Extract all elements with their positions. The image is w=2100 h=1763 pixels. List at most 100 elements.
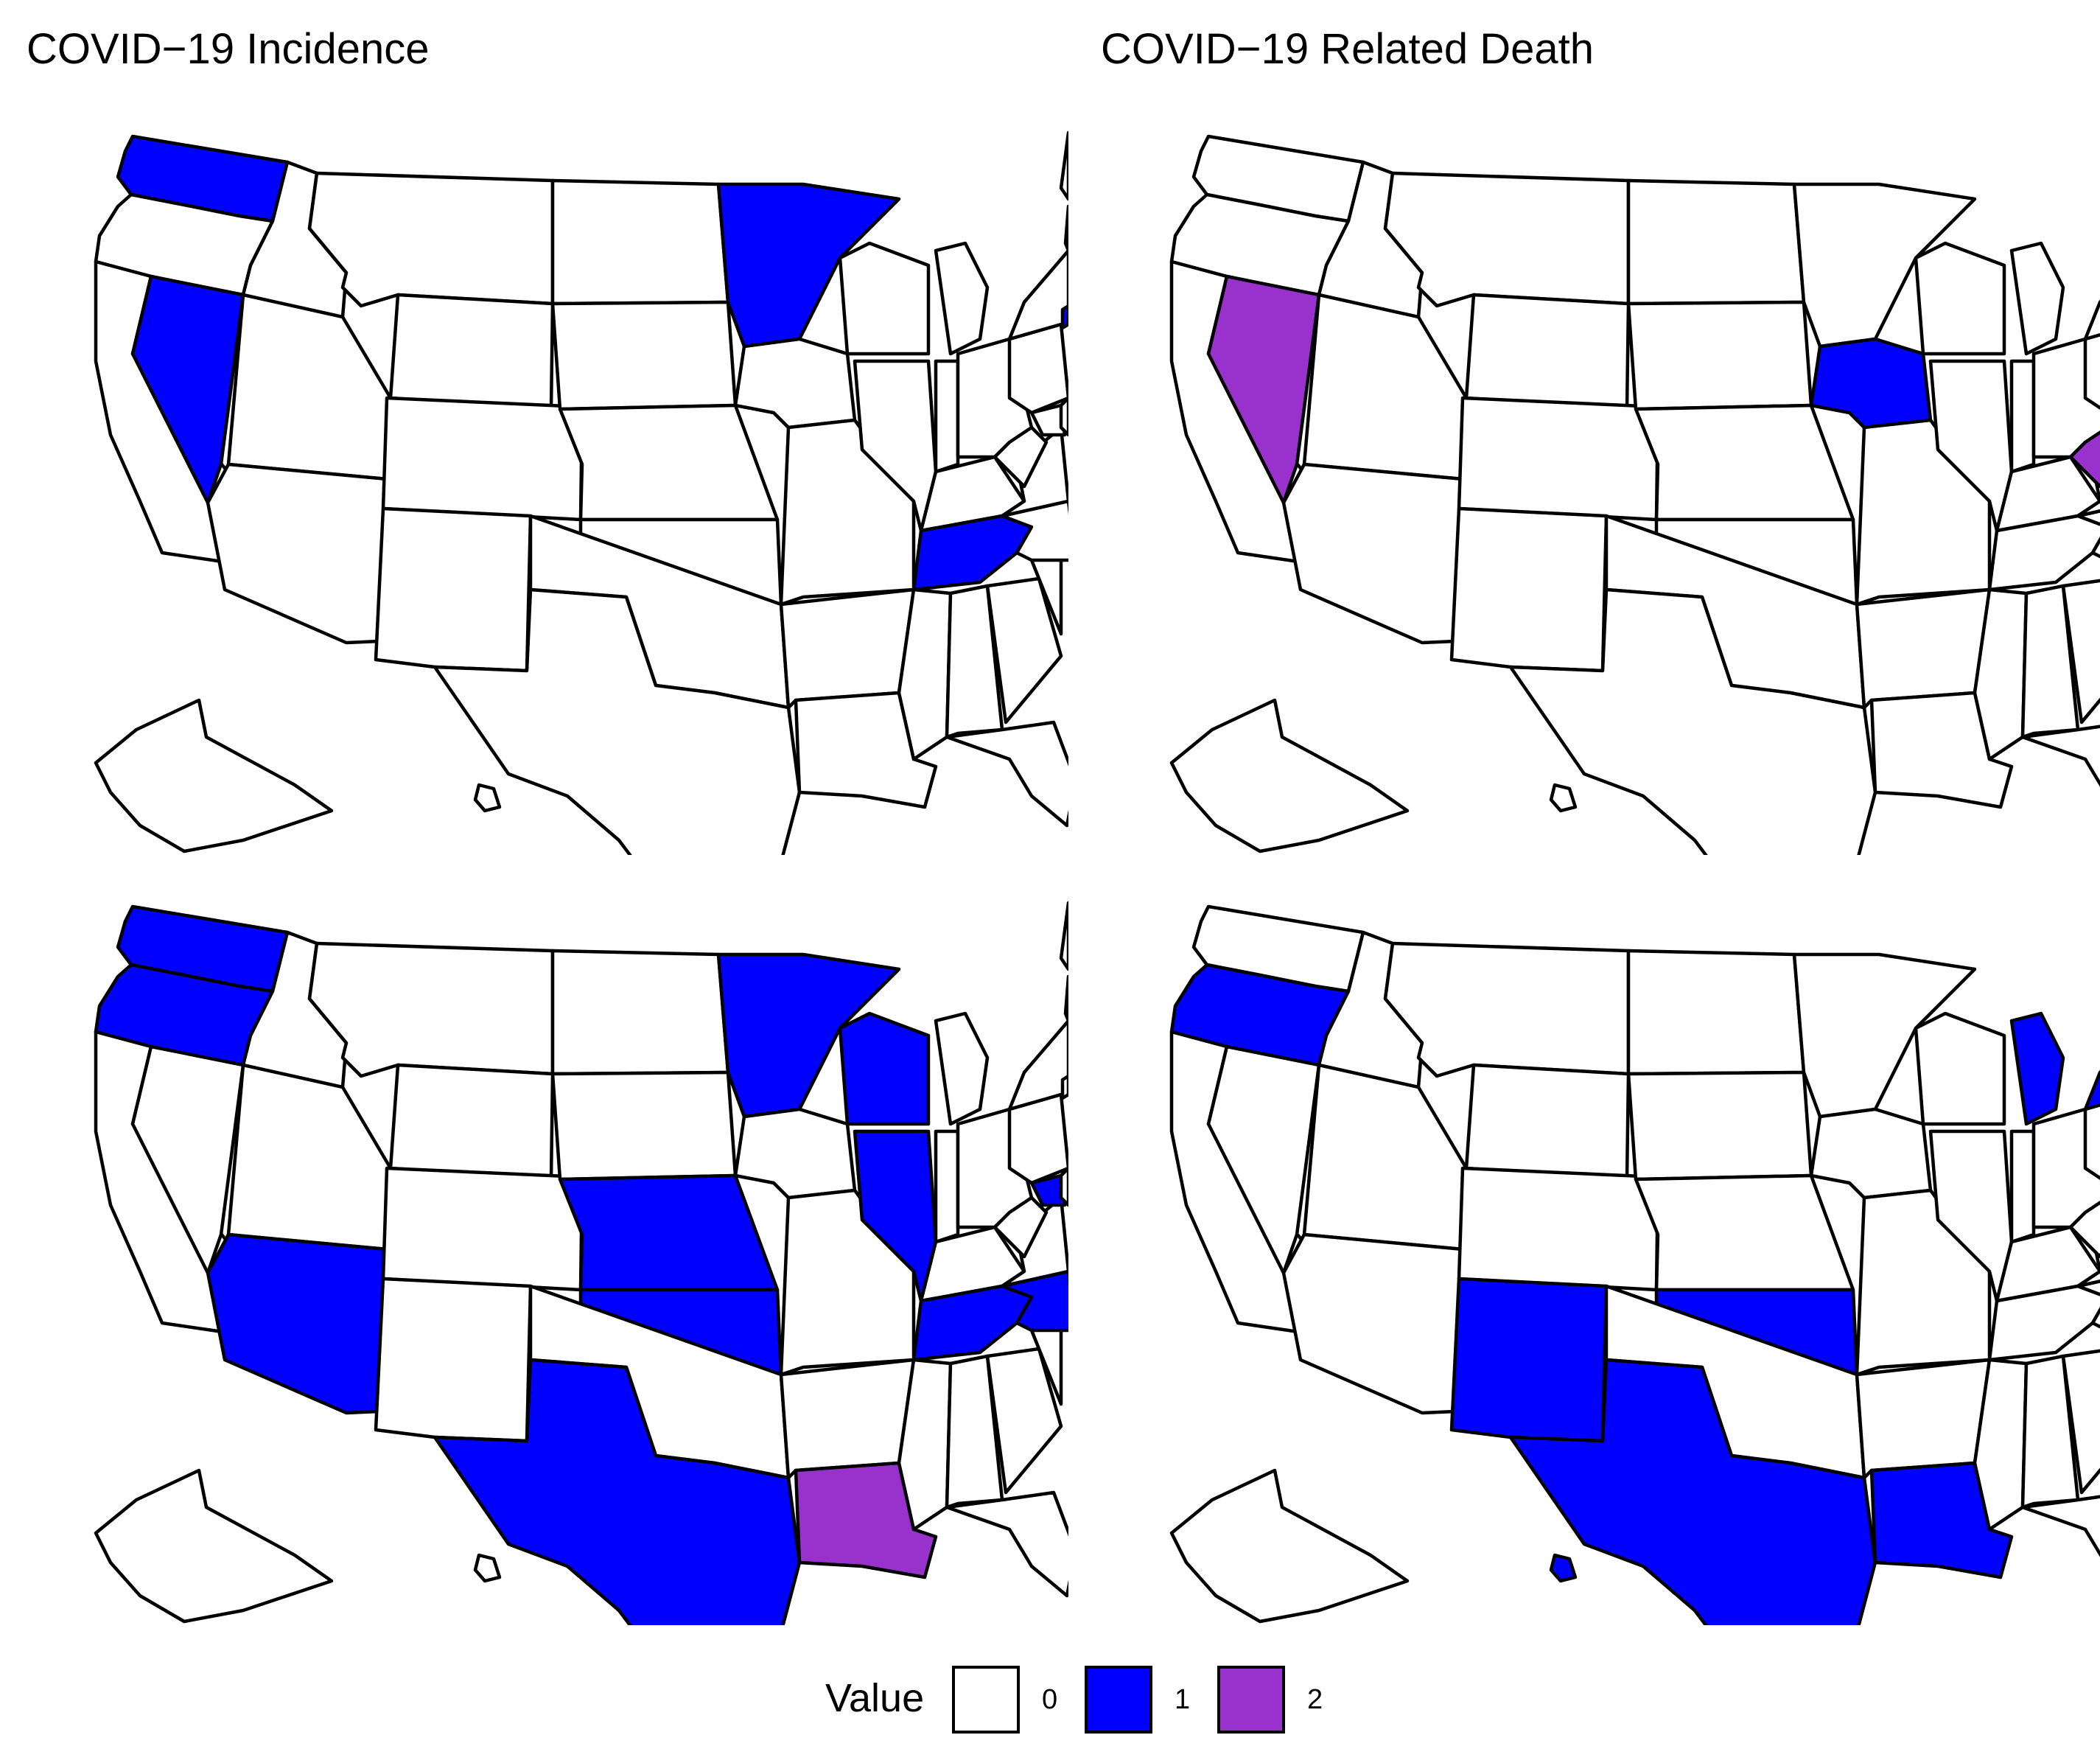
state-ut [1302,1063,1469,1251]
state-tn [1987,514,2100,592]
state-hi [1549,783,1578,813]
map-incidence-bottom [52,888,1068,1625]
state-ut [226,1063,393,1251]
state-az [206,1232,389,1415]
state-wi [838,1011,931,1126]
state-wy [1464,1063,1631,1181]
state-ia [733,337,857,430]
state-in [934,1129,960,1244]
state-mt [307,941,555,1078]
state-nj [1059,396,1068,437]
state-mn [716,952,901,1119]
legend-label-0: 0 [1042,1684,1058,1715]
state-vt [1063,204,1068,253]
map-death-bottom [1127,888,2100,1625]
state-nj [1059,1166,1068,1207]
legend-key-1 [1085,1666,1152,1734]
state-ny [1007,1019,1068,1111]
state-md [1029,1173,1067,1207]
state-fl [945,1490,1068,1598]
state-tn [1987,1284,2100,1362]
state-md [1029,403,1067,437]
state-me [1059,901,1068,971]
state-sd [550,300,738,411]
state-fl [2020,725,2100,787]
state-fl [945,720,1068,828]
state-wv [993,1195,1049,1259]
state-hi [473,1553,502,1583]
state-wi [1914,241,2006,356]
state-co [381,396,584,522]
state-co [1457,1166,1660,1292]
state-mi [934,1011,990,1126]
column-title-death: COVID−19 Related Death [1101,25,1594,73]
state-wv [2068,430,2100,489]
state-in [2009,1129,2036,1244]
state-mn [1792,182,1977,349]
state-tx [433,587,802,855]
state-ne [558,1173,780,1292]
state-ga [985,1347,1063,1495]
state-nv [130,274,245,505]
state-ia [1809,1107,1933,1200]
state-pa [2083,332,2100,411]
state-ar [779,587,916,710]
state-mt [1383,941,1631,1078]
state-in [2009,359,2036,474]
state-nm [374,1277,533,1443]
state-wi [1914,1011,2006,1126]
state-mi [2009,1011,2065,1126]
state-pa [2083,1103,2100,1181]
state-ga [2061,1349,2100,1495]
state-nv [1206,274,1321,505]
state-fl [2020,1495,2100,1557]
state-ne [558,403,780,522]
state-mi [934,241,990,356]
state-ny [2083,299,2100,341]
state-wv [2068,1200,2100,1259]
state-wy [1464,293,1631,411]
state-ar [779,1358,916,1480]
legend-key-2 [1217,1666,1285,1734]
state-mn [716,182,901,349]
state-ut [1302,293,1469,481]
state-mt [1383,171,1631,308]
column-title-incidence: COVID−19 Incidence [27,25,430,73]
state-nm [374,506,533,673]
state-nd [1626,178,1806,306]
state-sd [1626,1070,1813,1181]
state-ga [2061,579,2100,725]
state-nc [1000,499,1068,562]
legend: Value 0 1 2 [825,1658,1356,1739]
state-wy [388,1063,555,1181]
state-nc [1000,1269,1068,1333]
legend-label-1: 1 [1175,1684,1191,1715]
state-ia [1809,337,1933,430]
state-ak [94,698,334,853]
state-wy [388,293,555,411]
state-nv [1206,1044,1321,1275]
state-ne [1634,1173,1855,1292]
state-tx [1508,1358,1877,1625]
state-nm [1449,1277,1609,1443]
state-sd [550,1070,738,1181]
legend-label-2: 2 [1307,1684,1323,1715]
state-vt [1063,974,1068,1023]
state-wi [838,241,931,356]
state-ar [1855,587,1992,710]
state-ct [1060,304,1068,330]
state-az [1281,1232,1465,1415]
state-nd [550,178,730,306]
state-nd [1626,949,1806,1076]
state-hi [1549,1553,1578,1583]
state-ny [2083,1069,2100,1111]
state-ak [1169,698,1410,853]
state-in [934,359,960,474]
legend-title: Value [825,1676,925,1720]
state-nm [1449,506,1609,673]
state-ar [1855,1358,1992,1480]
state-co [381,1166,584,1292]
state-tx [433,1358,802,1625]
state-mn [1792,952,1977,1119]
state-sd [1626,300,1813,411]
